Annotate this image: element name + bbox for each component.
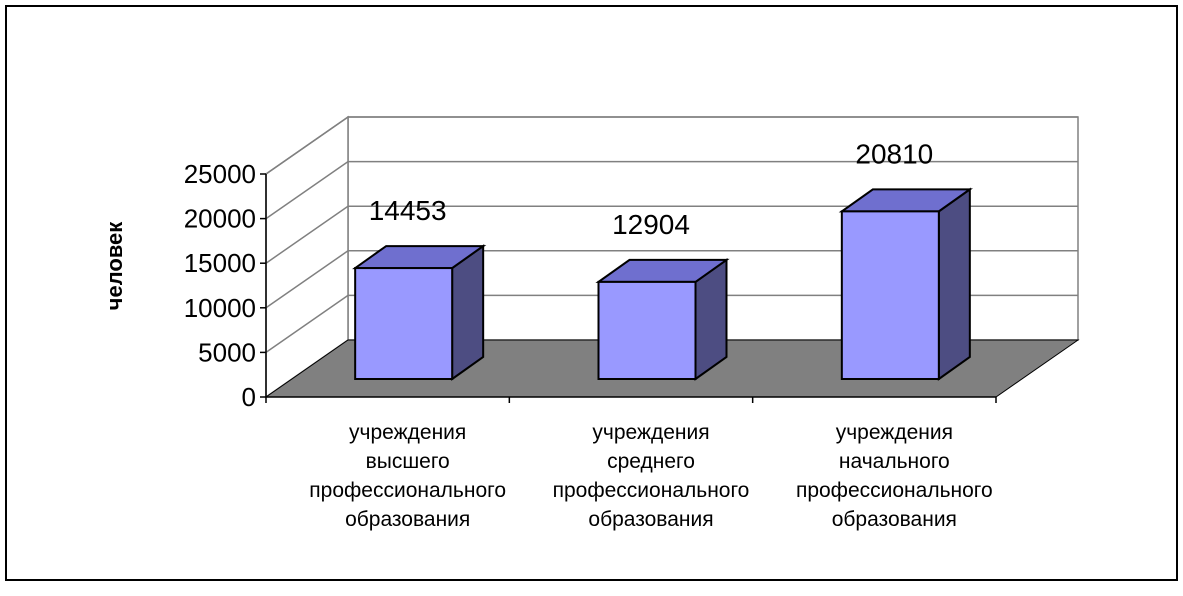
category-label-line: среднего bbox=[607, 450, 695, 473]
y-tick-label: 15000 bbox=[184, 248, 256, 278]
bar-side-face bbox=[937, 187, 971, 381]
category-label-line: высшего bbox=[366, 450, 450, 473]
data-label: 12904 bbox=[612, 209, 690, 240]
y-tick-labels: 0 5000 10000 15000 20000 25000 bbox=[184, 159, 256, 412]
category-label-line: образования bbox=[588, 508, 713, 531]
bar-1 bbox=[352, 244, 487, 381]
axes bbox=[260, 173, 997, 403]
y-axis-label: человек bbox=[102, 221, 127, 311]
category-label-line: учреждения bbox=[592, 421, 709, 444]
gridline bbox=[265, 205, 1078, 264]
gridlines bbox=[265, 116, 1078, 354]
bar-front-face bbox=[597, 280, 697, 381]
category-label-line: профессионального bbox=[309, 479, 506, 502]
y-tick-label: 20000 bbox=[184, 204, 256, 234]
data-labels: 14453 12904 20810 bbox=[369, 138, 934, 240]
category-label-line: учреждения bbox=[349, 421, 466, 444]
y-tick-label: 5000 bbox=[198, 337, 256, 367]
bar-2 bbox=[595, 257, 730, 381]
category-label: учреждения среднего профессионального образ… bbox=[553, 421, 750, 531]
bar-front-face bbox=[840, 210, 940, 380]
y-tick-label: 0 bbox=[242, 382, 256, 412]
category-label: учреждения начального профессионального обр… bbox=[796, 421, 993, 531]
gridline bbox=[265, 250, 1078, 309]
category-label-line: профессионального bbox=[796, 479, 993, 502]
category-label: учреждения высшего профессионального образо… bbox=[309, 421, 506, 531]
category-label-line: образования bbox=[345, 508, 470, 531]
data-label: 14453 bbox=[369, 195, 447, 226]
category-labels: учреждения высшего профессионального образо… bbox=[309, 421, 992, 531]
gridline bbox=[265, 116, 1078, 175]
bar-side-face bbox=[451, 244, 485, 381]
y-tick-label: 25000 bbox=[184, 159, 256, 189]
gridline bbox=[265, 160, 1078, 220]
y-tick-label: 10000 bbox=[184, 293, 256, 323]
category-label-line: профессионального bbox=[553, 479, 750, 502]
gridline bbox=[265, 294, 1078, 354]
bar-3 bbox=[838, 187, 973, 381]
category-label-line: учреждения bbox=[836, 421, 953, 444]
bar-front-face bbox=[354, 267, 454, 381]
bars bbox=[352, 187, 973, 381]
category-label-line: начального bbox=[839, 450, 950, 473]
category-label-line: образования bbox=[832, 508, 957, 531]
data-label: 20810 bbox=[855, 138, 933, 169]
